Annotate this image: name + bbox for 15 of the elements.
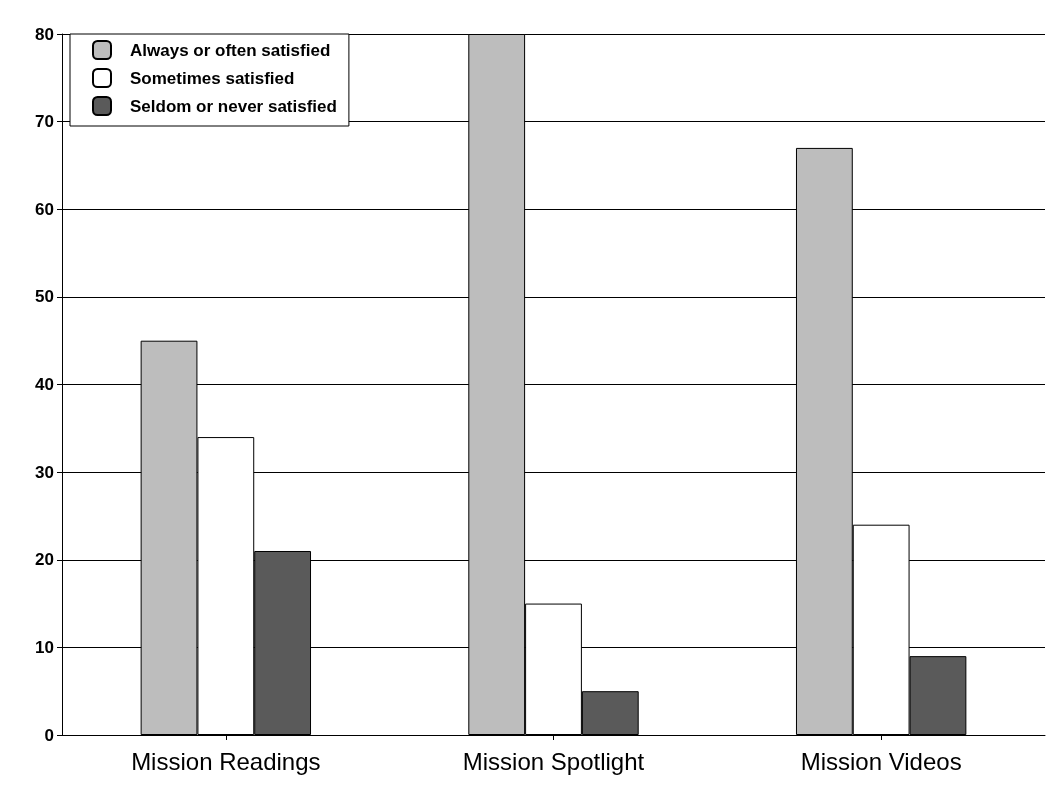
y-tick-label: 70	[35, 112, 54, 132]
legend-label: Seldom or never satisfied	[130, 96, 337, 116]
y-tick-label: 10	[35, 637, 54, 657]
y-tick-label: 20	[35, 550, 54, 570]
y-tick-label: 30	[35, 462, 54, 482]
y-tick-label: 80	[35, 24, 54, 44]
x-tick-label: Mission Videos	[800, 747, 962, 775]
y-tick-label: 0	[44, 725, 54, 745]
y-tick-label: 60	[35, 199, 54, 219]
y-tick-label: 50	[35, 287, 54, 307]
y-tick-label: 40	[35, 375, 54, 394]
x-tick-label: Mission Spotlight	[462, 747, 645, 775]
legend-label: Always or often satisfied	[130, 40, 331, 60]
legend-label: Sometimes satisfied	[130, 68, 295, 88]
x-tick-label: Mission Readings	[131, 747, 321, 775]
